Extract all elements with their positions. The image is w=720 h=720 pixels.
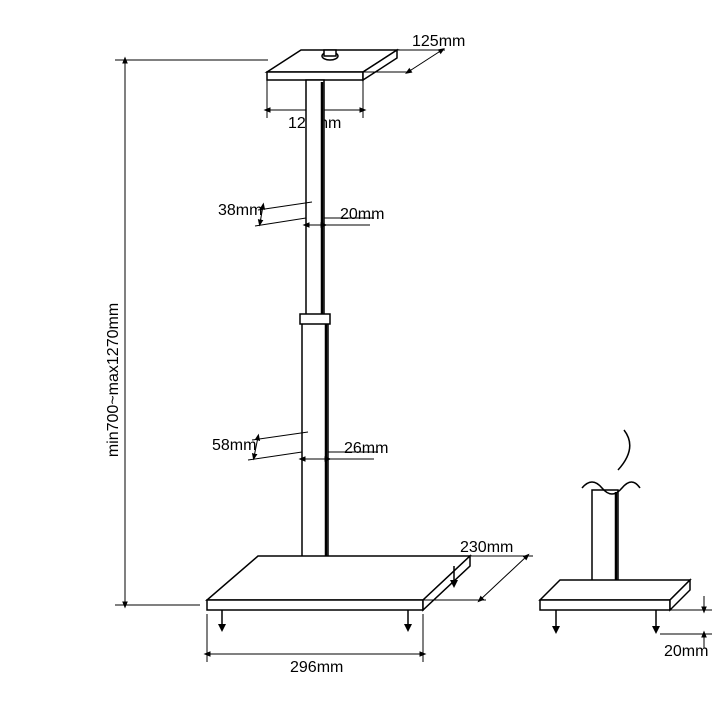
dim-base-width: 296mm bbox=[290, 659, 343, 676]
top-plate bbox=[267, 50, 397, 80]
dim-top-depth: 125mm bbox=[412, 33, 465, 50]
dim-upper-depth: 38mm bbox=[218, 202, 262, 219]
lower-tube bbox=[302, 320, 328, 586]
base-plate bbox=[207, 556, 470, 610]
dim-height-range: min700~max1270mm bbox=[105, 303, 122, 457]
dim-base-depth: 230mm bbox=[460, 539, 513, 556]
detail-view bbox=[540, 430, 690, 634]
dimension-drawing: min700~max1270mm 125mm 125mm 38mm 20mm 5… bbox=[0, 0, 720, 720]
dim-lower-width: 26mm bbox=[344, 440, 388, 457]
dim-foot-height: 20mm bbox=[664, 643, 708, 660]
dim-lower-depth: 58mm bbox=[212, 437, 256, 454]
dim-upper-width: 20mm bbox=[340, 206, 384, 223]
